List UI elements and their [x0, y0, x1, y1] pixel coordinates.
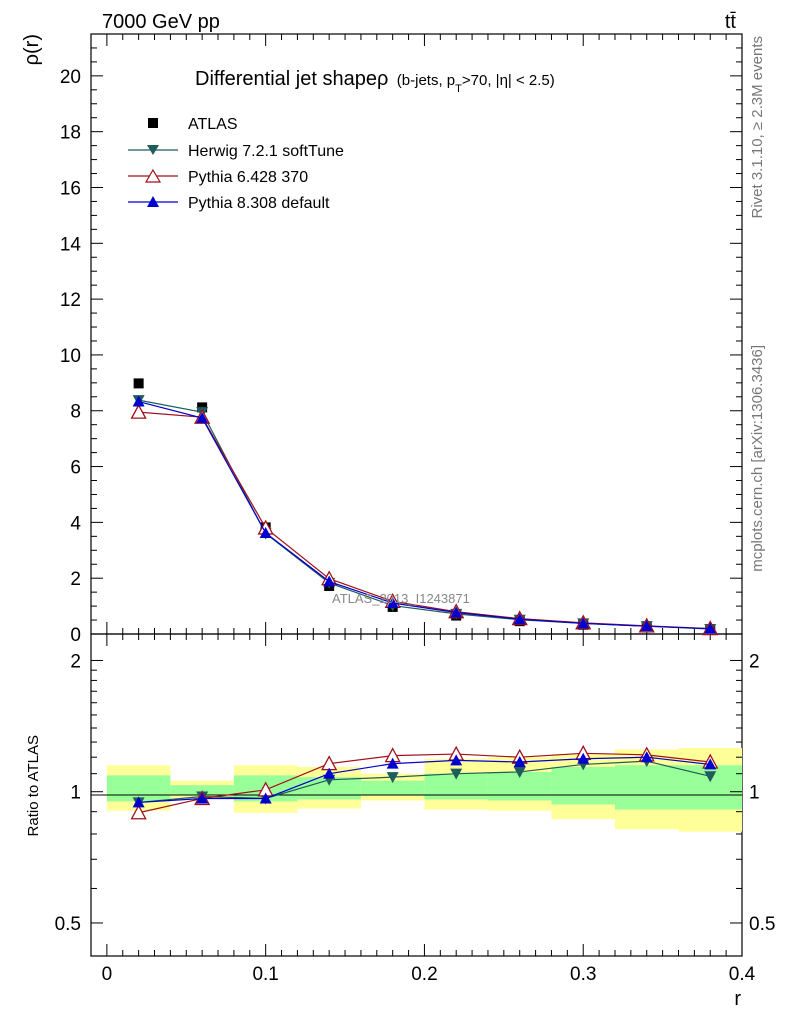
main-ytick-label: 20	[60, 67, 81, 88]
ratio-point-pythia-8-308-default	[704, 758, 717, 770]
main-y-ticks: 0 2 4 6 8 10 12 14 16 18 20	[60, 47, 742, 646]
main-line-pythia-8-308-default	[138, 400, 711, 630]
legend-marker-herwig	[147, 145, 159, 155]
legend-marker-pythia8	[147, 196, 159, 207]
ratio-point-pythia-8-308-default	[196, 792, 209, 804]
ratio-y-ticks: 0.5 0.5 1 1 2 2	[55, 651, 776, 935]
ratio-point-herwig-7-2-1-softtune	[513, 766, 526, 778]
x-tick-label: 0.2	[411, 964, 437, 985]
ratio-point-herwig-7-2-1-softtune	[704, 771, 717, 783]
main-y-axis-label: ρ(r)	[21, 34, 43, 65]
ratio-ytick-label: 1	[70, 783, 81, 804]
x-axis-label: r	[734, 988, 741, 1010]
main-series-group	[130, 378, 719, 636]
ratio-point-herwig-7-2-1-softtune	[450, 768, 463, 780]
ratio-ytick-label: 0.5	[55, 914, 81, 935]
ratio-uncertainty-bands	[106, 747, 742, 832]
x-tick-label: 0.1	[252, 964, 278, 985]
band-inner-4	[360, 780, 425, 796]
main-point-pythia-8-308-default	[513, 613, 526, 625]
main-point-pythia-6-428-370	[130, 403, 147, 419]
legend-item-pythia6: Pythia 6.428 370	[128, 168, 308, 186]
main-ytick-label: 4	[70, 513, 81, 534]
ratio-ytick-label: 2	[70, 651, 81, 672]
ratio-point-pythia-8-308-default	[640, 751, 653, 763]
main-ytick-label: 18	[60, 123, 81, 144]
ratio-line-pythia-8-308-default	[138, 756, 711, 804]
main-point-pythia-8-308-default	[450, 606, 463, 618]
legend: ATLAS Herwig 7.2.1 softTune Pythia 6.428…	[128, 116, 344, 212]
ratio-ytick-label-right: 2	[749, 651, 760, 672]
main-ytick-label: 8	[70, 402, 81, 423]
legend-marker-atlas	[148, 118, 158, 128]
chart-title-sub-end: >70, |η| < 2.5)	[462, 72, 555, 89]
ratio-series-group	[130, 744, 719, 820]
chart-title: Differential jet shapeρ (b-jets, pT>70, …	[195, 68, 555, 95]
legend-label-herwig: Herwig 7.2.1 softTune	[188, 143, 344, 160]
main-point-atlas	[133, 378, 144, 389]
ratio-point-pythia-8-308-default	[323, 767, 336, 779]
ratio-point-herwig-7-2-1-softtune	[386, 772, 399, 784]
band-inner-3	[297, 777, 361, 800]
mcplots-label: mcplots.cern.ch [arXiv:1306.3436]	[749, 345, 766, 572]
legend-label-pythia6: Pythia 6.428 370	[188, 169, 308, 186]
main-point-pythia-8-308-default	[640, 620, 653, 632]
process-label: tt̄	[725, 11, 737, 33]
x-tick-label: 0	[102, 964, 113, 985]
main-ytick-label: 14	[60, 234, 82, 255]
ratio-point-pythia-8-308-default	[259, 792, 272, 804]
ratio-point-pythia-8-308-default	[386, 757, 399, 769]
ratio-ytick-label-right: 1	[749, 783, 760, 804]
ratio-line-pythia-6-428-370	[138, 752, 711, 814]
rivet-label: Rivet 3.1.10, ≥ 2.3M events	[749, 36, 766, 219]
ratio-point-pythia-6-428-370	[130, 804, 147, 820]
main-point-pythia-8-308-default	[196, 412, 209, 423]
main-ytick-label: 0	[70, 625, 81, 646]
x-tick-label: 0.3	[570, 964, 596, 985]
main-point-pythia-8-308-default	[323, 575, 336, 587]
main-ytick-label: 6	[70, 458, 81, 479]
legend-label-atlas: ATLAS	[188, 116, 238, 133]
main-ytick-label: 10	[60, 346, 81, 367]
main-point-pythia-8-308-default	[577, 617, 590, 629]
x-tick-label: 0.4	[729, 964, 756, 985]
ratio-line-herwig-7-2-1-softtune	[138, 760, 711, 804]
main-point-pythia-8-308-default	[386, 597, 399, 609]
ratio-ytick-label-right: 0.5	[749, 914, 775, 935]
main-ytick-label: 12	[60, 290, 81, 311]
main-point-pythia-8-308-default	[259, 526, 272, 538]
x-ticks: 0 0.1 0.2 0.3 0.4	[102, 34, 756, 985]
band-inner-8	[614, 765, 679, 810]
ratio-point-pythia-8-308-default	[513, 755, 526, 767]
band-inner-7	[551, 766, 615, 805]
legend-marker-pythia6	[144, 168, 162, 183]
legend-item-herwig: Herwig 7.2.1 softTune	[128, 143, 344, 160]
ratio-point-pythia-8-308-default	[577, 752, 590, 764]
analysis-watermark: ATLAS_2013_I1243871	[332, 591, 470, 606]
chart-title-sub: (b-jets, p	[397, 72, 455, 89]
main-point-pythia-8-308-default	[704, 622, 717, 634]
legend-item-pythia8: Pythia 8.308 default	[128, 195, 330, 212]
ratio-point-pythia-8-308-default	[450, 754, 463, 766]
main-ytick-label: 16	[60, 178, 81, 199]
collision-label: 7000 GeV pp	[102, 11, 220, 33]
chart-title-main: Differential jet shapeρ	[195, 68, 388, 90]
chart-title-subscript: T	[455, 83, 462, 95]
main-ytick-label: 2	[70, 569, 81, 590]
ratio-point-pythia-8-308-default	[132, 796, 145, 808]
legend-label-pythia8: Pythia 8.308 default	[188, 195, 330, 212]
legend-item-atlas: ATLAS	[148, 116, 238, 133]
main-point-pythia-8-308-default	[132, 395, 145, 407]
ratio-y-axis-label: Ratio to ATLAS	[25, 735, 42, 836]
